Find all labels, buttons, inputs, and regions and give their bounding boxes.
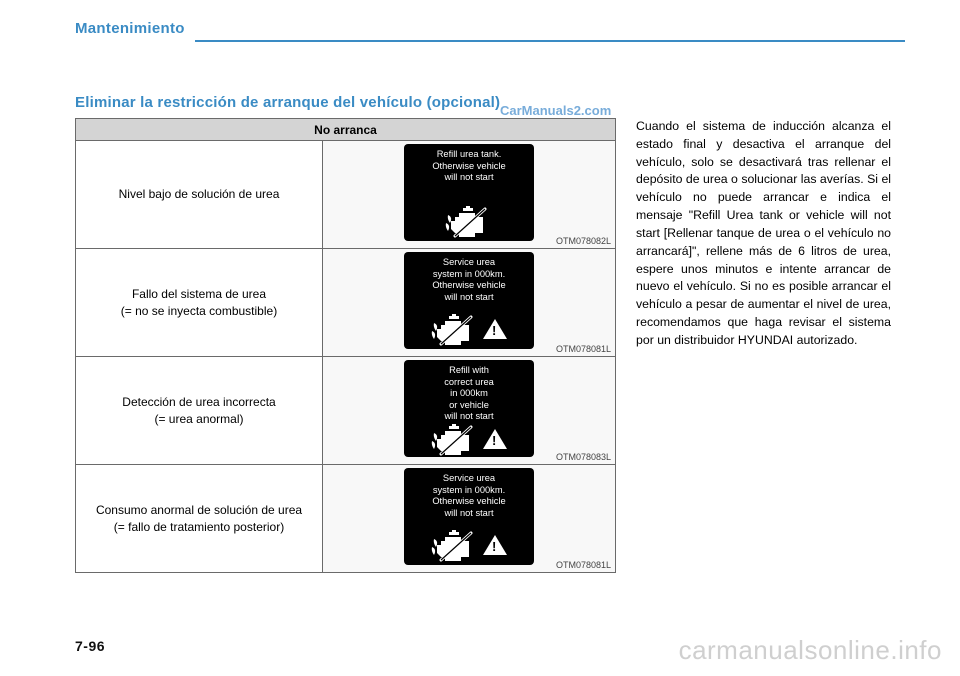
table-row: Nivel bajo de solución de urea Refill ur… [76, 141, 616, 249]
urea-table: No arranca Nivel bajo de solución de ure… [75, 118, 616, 573]
lcd-message: Refill urea tank. Otherwise vehicle will… [407, 149, 531, 184]
lcd-line: Refill with [449, 365, 489, 375]
watermark-bottom: carmanualsonline.info [679, 635, 942, 666]
lcd-icons [407, 423, 531, 455]
row-label-text: Nivel bajo de solución de urea [119, 187, 280, 201]
section-name: Mantenimiento [75, 20, 185, 37]
lcd-line: Service urea [443, 473, 495, 483]
lcd-panel: Refill with correct urea in 000km or veh… [404, 360, 534, 457]
lcd-line: correct urea [444, 377, 494, 387]
subtitle: Eliminar la restricción de arranque del … [75, 94, 905, 111]
lcd-line: Otherwise vehicle will not start [432, 280, 505, 302]
row-label: Detección de urea incorrecta (= urea ano… [76, 357, 323, 465]
lcd-panel: Service urea system in 000km. Otherwise … [404, 468, 534, 565]
engine-crossed-icon [431, 313, 479, 345]
row-image-cell: Refill with correct urea in 000km or veh… [323, 357, 616, 465]
lcd-icons [407, 203, 531, 239]
row-label: Fallo del sistema de urea (= no se inyec… [76, 249, 323, 357]
table-header: No arranca [76, 119, 616, 141]
image-code: OTM078083L [556, 452, 611, 462]
row-label-text: Fallo del sistema de urea (= no se inyec… [121, 287, 277, 317]
lcd-panel: Refill urea tank. Otherwise vehicle will… [404, 144, 534, 241]
right-column: Cuando el sistema de inducción alcanza e… [636, 118, 891, 573]
content: No arranca Nivel bajo de solución de ure… [75, 118, 905, 573]
row-label: Consumo anormal de solución de urea (= f… [76, 465, 323, 573]
lcd-icons [407, 527, 531, 563]
lcd-message: Refill with correct urea in 000km or veh… [407, 365, 531, 423]
lcd-icons [407, 311, 531, 347]
engine-crossed-icon [431, 529, 479, 561]
row-image-cell: Refill urea tank. Otherwise vehicle will… [323, 141, 616, 249]
row-label-text: Consumo anormal de solución de urea (= f… [96, 503, 302, 533]
engine-crossed-icon [431, 423, 479, 455]
engine-crossed-icon [445, 205, 493, 237]
lcd-message: Service urea system in 000km. Otherwise … [407, 257, 531, 303]
left-column: No arranca Nivel bajo de solución de ure… [75, 118, 616, 573]
lcd-panel: Service urea system in 000km. Otherwise … [404, 252, 534, 349]
image-code: OTM078081L [556, 560, 611, 570]
lcd-line: Service urea [443, 257, 495, 267]
warning-triangle-icon [483, 429, 507, 449]
warning-triangle-icon [483, 319, 507, 339]
lcd-line: system in 000km. [433, 269, 505, 279]
row-label: Nivel bajo de solución de urea [76, 141, 323, 249]
row-image-cell: Service urea system in 000km. Otherwise … [323, 465, 616, 573]
image-code: OTM078081L [556, 344, 611, 354]
lcd-line: in 000km or vehicle will not start [444, 388, 493, 421]
row-image-cell: Service urea system in 000km. Otherwise … [323, 249, 616, 357]
lcd-line: Refill urea tank. [437, 149, 502, 159]
lcd-line: system in 000km. [433, 485, 505, 495]
image-code: OTM078082L [556, 236, 611, 246]
header: Mantenimiento [75, 20, 905, 42]
table-row: Fallo del sistema de urea (= no se inyec… [76, 249, 616, 357]
row-label-text: Detección de urea incorrecta (= urea ano… [122, 395, 275, 425]
body-paragraph: Cuando el sistema de inducción alcanza e… [636, 118, 891, 350]
table-row: Detección de urea incorrecta (= urea ano… [76, 357, 616, 465]
lcd-line: will not start [444, 172, 493, 182]
table-row: Consumo anormal de solución de urea (= f… [76, 465, 616, 573]
header-rule [195, 40, 905, 42]
lcd-message: Service urea system in 000km. Otherwise … [407, 473, 531, 519]
lcd-line: Otherwise vehicle will not start [432, 496, 505, 518]
manual-page: Mantenimiento CarManuals2.com Eliminar l… [0, 0, 960, 676]
lcd-line: Otherwise vehicle [432, 161, 505, 171]
watermark-top: CarManuals2.com [500, 103, 611, 118]
warning-triangle-icon [483, 535, 507, 555]
page-number: 7-96 [75, 638, 105, 654]
